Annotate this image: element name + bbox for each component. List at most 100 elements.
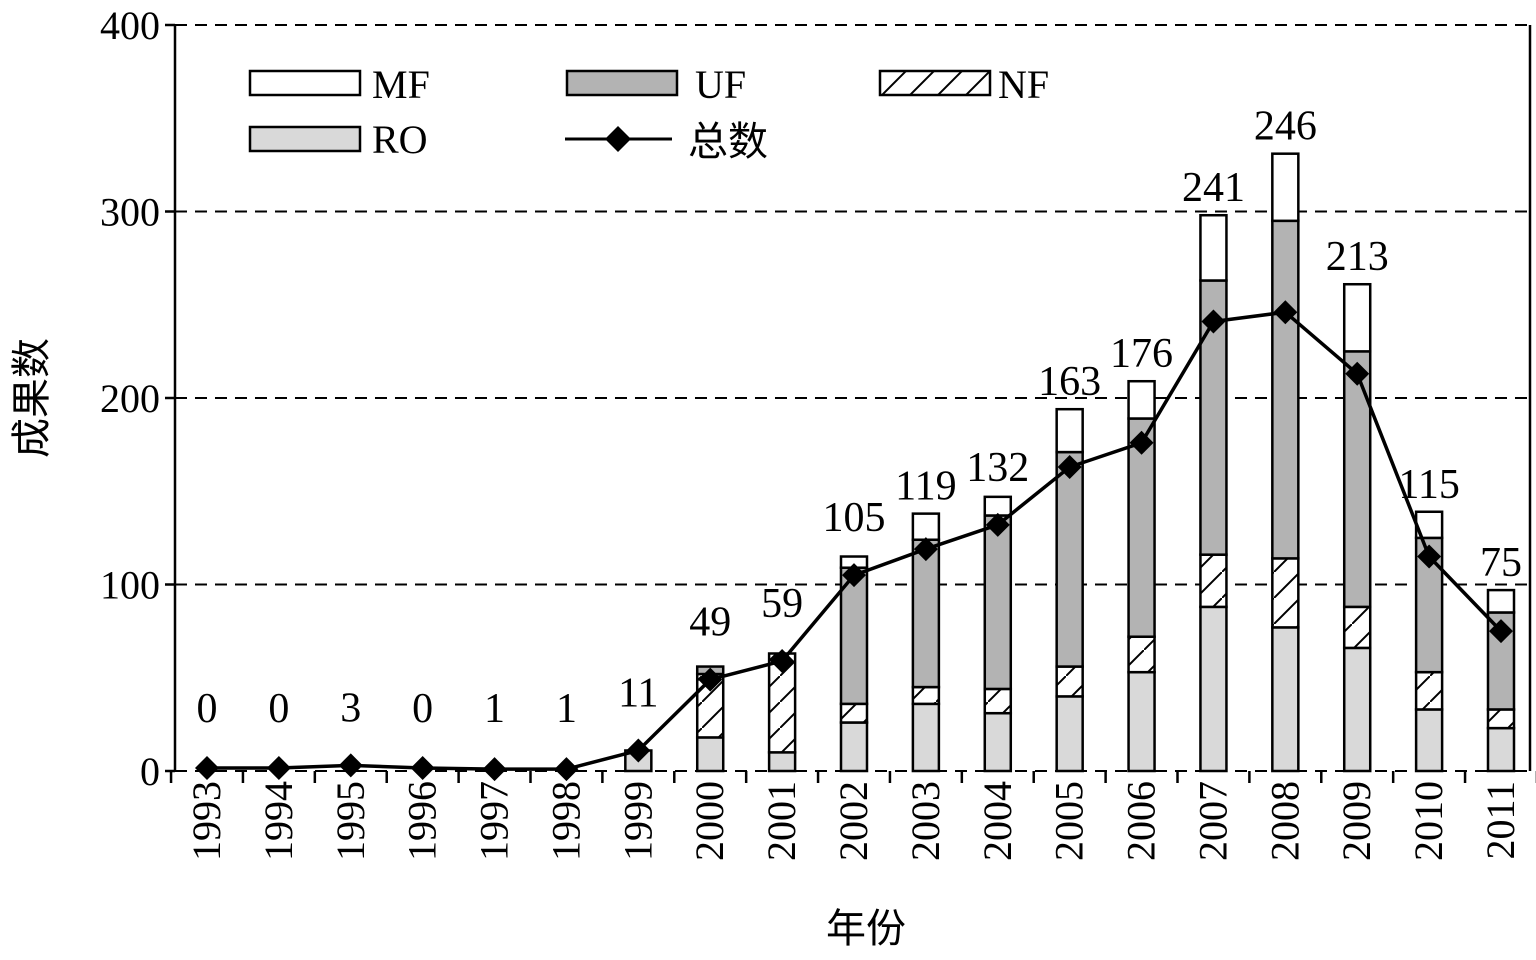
data-label: 75 [1480, 540, 1522, 586]
data-label: 1 [556, 686, 577, 732]
data-label: 132 [966, 445, 1029, 491]
bar-segment-ro [1127, 670, 1156, 773]
y-tick-label: 100 [100, 563, 160, 608]
total-marker [482, 757, 507, 782]
legend-swatch-mf [248, 69, 362, 97]
x-tick-label: 1997 [472, 781, 517, 861]
total-marker [1129, 430, 1154, 455]
bar-segment-nf [1055, 665, 1084, 698]
x-tick-label: 1996 [400, 781, 445, 861]
bar-segment-nf [1199, 553, 1228, 609]
x-tick-label: 2007 [1190, 781, 1235, 861]
legend-label-nf: NF [998, 62, 1049, 107]
bar-segment-uf [1055, 450, 1084, 668]
bar-segment-nf [1414, 670, 1444, 711]
data-label: 59 [761, 581, 803, 627]
bar-segment-uf [1271, 219, 1300, 560]
x-axis-label: 年份 [826, 906, 906, 951]
bar-segment-uf [911, 538, 941, 689]
total-marker [913, 537, 938, 562]
bar-segment-mf [983, 495, 1013, 517]
data-label: 0 [197, 686, 218, 732]
bar-segment-nf [1271, 557, 1300, 629]
data-label: 49 [689, 600, 731, 646]
total-marker [1273, 300, 1298, 325]
data-label: 163 [1038, 359, 1101, 405]
y-axis-label: 成果数 [9, 338, 54, 458]
y-tick-label: 200 [100, 376, 160, 421]
total-marker [266, 756, 291, 780]
legend-swatch-nf [878, 69, 992, 97]
data-label: 11 [618, 670, 658, 716]
total-marker [554, 757, 579, 782]
bar-segment-ro [1271, 626, 1300, 773]
bar-segment-ro [983, 711, 1013, 773]
x-tick-label: 1998 [543, 781, 588, 861]
bar-segment-uf [1127, 417, 1156, 638]
bar-segment-uf [983, 514, 1013, 691]
data-label: 0 [268, 686, 289, 732]
bar-segment-ro [1342, 646, 1372, 773]
total-marker [985, 512, 1010, 537]
bar-segment-ro [1055, 695, 1084, 773]
legend-label-mf: MF [372, 62, 430, 107]
total-marker [410, 756, 435, 780]
y-tick-label: 300 [100, 190, 160, 235]
x-tick-label: 2002 [831, 781, 876, 861]
bar-segment-uf [1342, 350, 1372, 609]
legend-swatch-uf [565, 69, 679, 97]
data-label: 0 [412, 686, 433, 732]
data-label: 1 [484, 686, 505, 732]
total-marker [842, 563, 866, 588]
legend-label-ro: RO [372, 117, 428, 162]
data-label: 176 [1110, 331, 1173, 377]
x-tick-label: 1994 [256, 781, 301, 861]
total-marker [338, 753, 363, 778]
x-tick-label: 2003 [903, 781, 948, 861]
bar-segment-ro [1486, 726, 1516, 773]
bar-segment-ro [911, 702, 941, 773]
legend-label-total: 总数 [688, 119, 768, 164]
data-label: 213 [1326, 234, 1389, 280]
bar-segment-ro [767, 751, 797, 773]
total-marker [626, 738, 651, 763]
legend-diamond-icon [605, 126, 631, 152]
bar-segment-mf [1127, 379, 1156, 420]
bar-segment-nf [1127, 635, 1156, 674]
bar-segment-nf [839, 702, 869, 724]
bar-segment-ro [695, 736, 725, 773]
bar-segment-mf [1342, 282, 1372, 353]
y-tick-label: 400 [100, 3, 160, 48]
bar-segment-ro [839, 721, 869, 773]
bar-segment-uf [839, 566, 869, 706]
total-marker [1201, 309, 1226, 334]
total-marker [1057, 455, 1082, 480]
total-marker [195, 756, 219, 780]
data-label: 105 [823, 495, 886, 541]
bar-segment-ro [1199, 605, 1228, 773]
bar-segment-nf [983, 687, 1013, 715]
x-tick-label: 2005 [1047, 781, 1092, 861]
data-label: 241 [1182, 165, 1245, 211]
x-tick-label: 2008 [1262, 781, 1307, 861]
data-label: 119 [895, 464, 956, 510]
total-marker [698, 667, 723, 692]
total-marker [1489, 619, 1513, 644]
x-tick-label: 2001 [759, 781, 804, 861]
x-tick-label: 1995 [328, 781, 373, 861]
x-tick-label: 2004 [975, 781, 1020, 861]
bar-segment-mf [1055, 407, 1084, 454]
total-line [195, 300, 1513, 782]
total-marker [1345, 361, 1370, 386]
data-label: 115 [1398, 462, 1459, 508]
x-tick-label: 2011 [1478, 781, 1523, 860]
data-label: 246 [1254, 104, 1317, 150]
total-marker [1417, 544, 1442, 569]
bar-segment-nf [911, 685, 941, 706]
bar-segment-mf [911, 512, 941, 541]
bar-segment-mf [1199, 213, 1228, 282]
bar-segment-nf [1486, 708, 1516, 730]
x-tick-label: 2000 [687, 781, 732, 861]
bar-segment-mf [1271, 152, 1300, 223]
